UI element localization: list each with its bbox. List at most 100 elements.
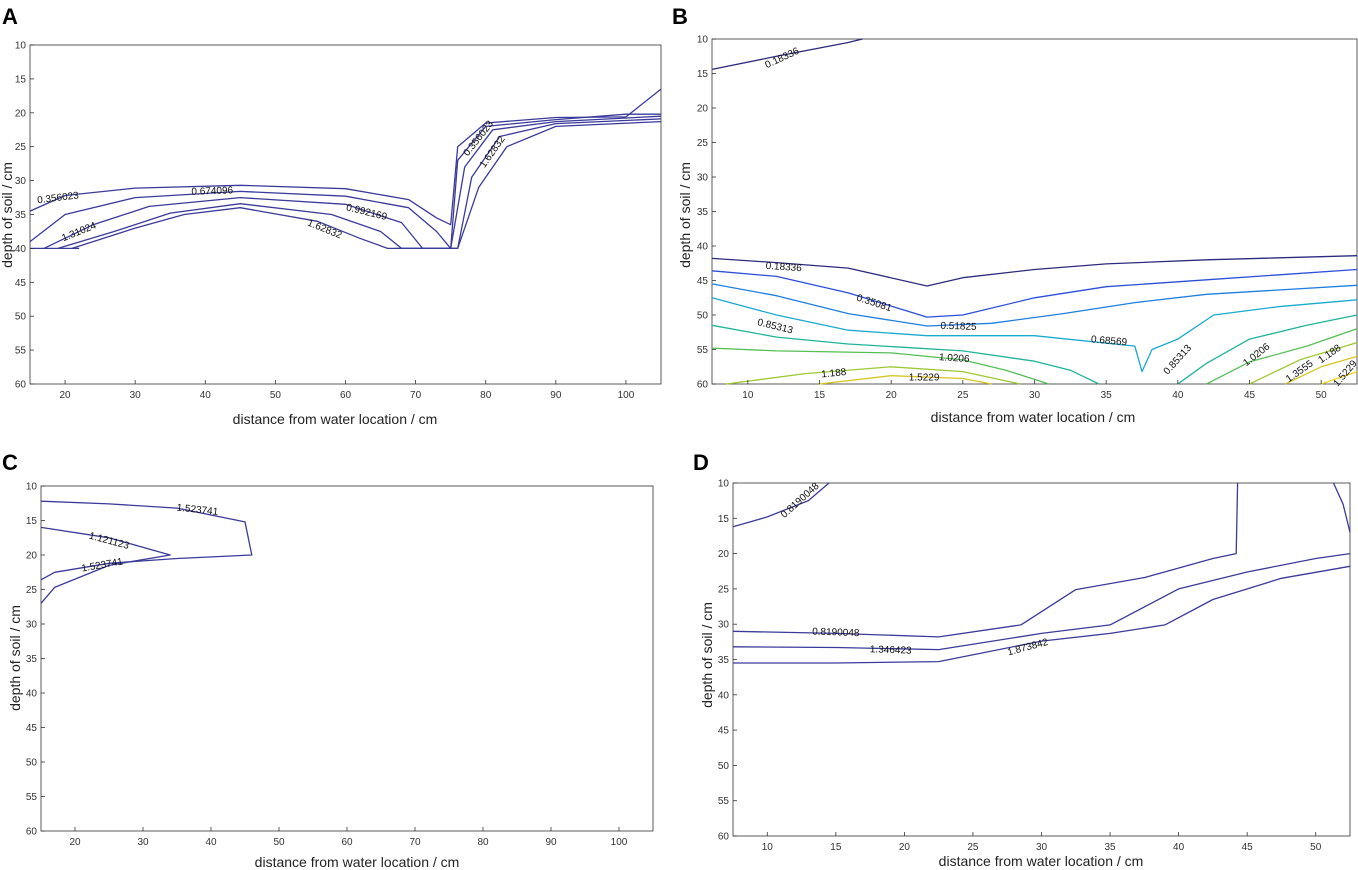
x-tick-label-d-6: 35 [1104, 842, 1116, 853]
x-tick-label-c-3: 40 [205, 837, 217, 848]
x-tick-label-b-2: 15 [814, 390, 826, 401]
contour-line-b-6 [711, 324, 1100, 385]
x-tick-label-d-5: 30 [1036, 842, 1048, 853]
x-tick-label-c-1: 20 [69, 837, 81, 848]
y-tick-label-b-5: 30 [697, 173, 709, 184]
plot-frame-d [732, 482, 1351, 837]
plot-frame-b [711, 38, 1358, 385]
y-tick-label-d-6: 35 [718, 655, 730, 666]
x-ticks-d: 10 15 20 25 30 35 40 45 50 [762, 832, 1322, 853]
contour-label-d-2: 0.8190048 [812, 627, 860, 640]
y-tick-label-b-6: 35 [697, 207, 709, 218]
panel-b: B 0.183360.183360.350810.518250.853130.6… [672, 4, 1358, 425]
y-tick-label-b-11: 60 [697, 380, 709, 391]
y-tick-label-c-6: 35 [26, 654, 38, 665]
y-tick-label-c-1: 10 [26, 482, 38, 493]
x-axis-label-c: distance from water location / cm [255, 854, 460, 870]
y-tick-label-b-8: 45 [697, 276, 709, 287]
contour-line-b-7 [1177, 314, 1358, 385]
contour-line-d-1 [732, 482, 830, 528]
x-tick-label-d-3: 20 [899, 842, 911, 853]
y-tick-label-d-8: 45 [718, 726, 730, 737]
x-tick-label-d-2: 15 [830, 842, 842, 853]
contour-label-a-1: 0.356023 [37, 190, 80, 206]
y-tick-label-c-5: 30 [26, 620, 38, 631]
contour-line-b-3 [711, 268, 1358, 318]
panel-letter-a: A [2, 4, 18, 29]
y-tick-label-b-2: 15 [697, 69, 709, 80]
y-ticks-d: 10 15 20 25 30 35 40 45 50 55 60 [718, 479, 737, 843]
x-tick-label-a-1: 20 [59, 390, 71, 401]
contour-line-a-4 [57, 118, 662, 250]
contour-line-b-8 [711, 347, 1049, 385]
panel-letter-b: B [672, 4, 688, 29]
y-axis-label-b: depth of soil / cm [677, 162, 693, 268]
y-tick-label-d-4: 25 [718, 584, 730, 595]
x-tick-label-b-7: 40 [1172, 390, 1184, 401]
y-axis-label-a: depth of soil / cm [0, 162, 15, 268]
contour-line-b-4 [711, 283, 1358, 327]
x-tick-label-d-9: 50 [1310, 842, 1322, 853]
y-tick-label-a-7: 40 [15, 244, 27, 255]
x-tick-label-d-7: 40 [1173, 842, 1185, 853]
x-tick-label-b-3: 20 [886, 390, 898, 401]
y-axis-label-d: depth of soil / cm [699, 602, 715, 708]
contour-label-b-6: 0.68569 [1090, 334, 1127, 348]
y-tick-label-b-7: 40 [697, 242, 709, 253]
x-tick-label-b-5: 30 [1029, 390, 1041, 401]
y-tick-label-d-1: 10 [718, 479, 730, 490]
contour-label-b-10: 1.188 [821, 367, 847, 381]
x-tick-label-a-6: 70 [410, 390, 422, 401]
x-tick-label-a-3: 40 [200, 390, 212, 401]
contour-line-b-11 [1249, 341, 1358, 385]
y-tick-label-b-10: 55 [697, 345, 709, 356]
contour-label-b-11: 1.5229 [909, 372, 940, 383]
x-tick-label-a-2: 30 [130, 390, 142, 401]
contour-line-d-5 [1332, 482, 1351, 533]
x-axis-label-a: distance from water location / cm [233, 411, 438, 427]
y-tick-label-b-9: 50 [697, 311, 709, 322]
x-tick-label-c-4: 50 [273, 837, 285, 848]
y-tick-label-c-3: 20 [26, 551, 38, 562]
y-tick-label-a-5: 30 [15, 176, 27, 187]
y-tick-label-a-8: 45 [15, 278, 27, 289]
y-tick-label-a-4: 25 [15, 142, 27, 153]
y-tick-label-b-4: 25 [697, 138, 709, 149]
y-tick-label-d-5: 30 [718, 620, 730, 631]
contour-line-b-14 [1320, 370, 1358, 385]
y-tick-label-d-10: 55 [718, 796, 730, 807]
contour-label-b-2: 0.18336 [765, 261, 802, 275]
contour-line-c-1 [40, 500, 253, 581]
x-ticks-c: 20 30 40 50 60 70 80 90 100 [69, 827, 628, 848]
y-tick-label-d-11: 60 [718, 832, 730, 843]
x-tick-label-a-4: 50 [270, 390, 282, 401]
y-tick-label-a-3: 20 [15, 108, 27, 119]
x-tick-label-a-8: 90 [550, 390, 562, 401]
contour-line-b-12 [819, 375, 992, 385]
contour-line-b-9 [1206, 328, 1358, 385]
y-tick-label-c-7: 40 [26, 689, 38, 700]
y-tick-label-b-3: 20 [697, 104, 709, 115]
contour-line-b-5 [711, 297, 1358, 373]
contour-line-d-4 [733, 565, 1351, 664]
y-tick-label-a-6: 35 [15, 210, 27, 221]
plot-frame-c [40, 485, 654, 832]
contour-line-a-1 [29, 88, 662, 226]
x-tick-label-a-5: 60 [340, 390, 352, 401]
contour-label-b-4: 0.51825 [940, 321, 977, 333]
y-tick-label-a-10: 55 [15, 346, 27, 357]
x-tick-label-a-9: 100 [618, 390, 635, 401]
y-tick-label-c-2: 15 [26, 516, 38, 527]
y-tick-label-d-7: 40 [718, 690, 730, 701]
plot-frame-a [29, 44, 662, 385]
contour-line-d-2 [732, 482, 1239, 638]
y-tick-label-d-2: 15 [718, 514, 730, 525]
contour-label-b-8: 1.0206 [939, 352, 971, 365]
x-tick-label-a-7: 80 [480, 390, 492, 401]
y-ticks-b: 10 15 20 25 30 35 40 45 50 55 60 [697, 35, 716, 391]
x-tick-label-c-8: 90 [545, 837, 557, 848]
y-tick-label-d-9: 50 [718, 761, 730, 772]
x-axis-label-d: distance from water location / cm [939, 853, 1144, 869]
contour-line-a-5 [71, 120, 662, 250]
x-tick-label-c-6: 70 [409, 837, 421, 848]
